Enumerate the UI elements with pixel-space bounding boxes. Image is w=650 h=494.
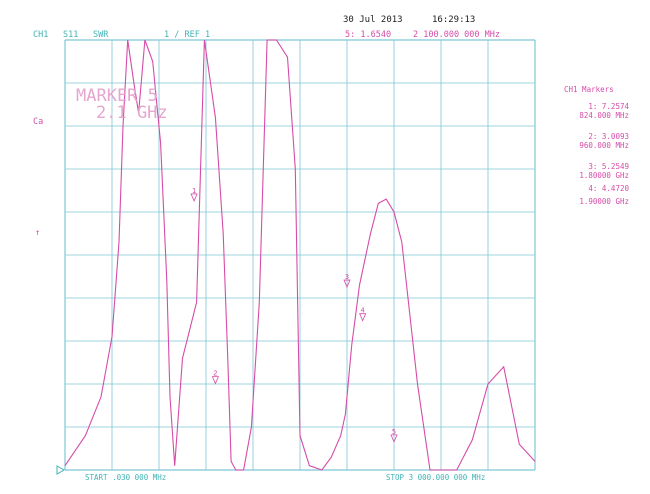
marker-1-value: 1: 7.2574 bbox=[588, 102, 629, 111]
s-param-label: S11 bbox=[63, 30, 79, 40]
marker-4-value: 4: 4.4720 bbox=[588, 184, 629, 193]
swr-trace bbox=[64, 39, 536, 471]
marker-flags: 1 2 3 4 5 bbox=[190, 187, 398, 443]
annotation-line-2: 2.1 GHz bbox=[96, 103, 168, 123]
marker-4-frequency: 1.90000 GHz bbox=[579, 197, 629, 206]
marker-3-entry: 3: 5.2549 1.80000 GHz bbox=[553, 162, 629, 180]
marker-3-flag bbox=[343, 279, 351, 289]
marker-1-frequency: 824.000 MHz bbox=[579, 111, 629, 120]
marker-panel-title: CH1 Markers bbox=[564, 85, 614, 94]
calibration-label: Ca bbox=[33, 117, 44, 127]
marker-1-label: 1 bbox=[192, 187, 196, 195]
marker-1-flag bbox=[190, 193, 198, 202]
marker-5-label: 5 bbox=[392, 428, 396, 436]
format-label: SWR bbox=[93, 30, 109, 40]
stop-frequency-label: STOP 3 000.000 000 MHz bbox=[386, 473, 486, 482]
marker-4-flag bbox=[359, 313, 367, 322]
marker-annotation: MARKER 5 2.1 GHz bbox=[76, 88, 168, 122]
marker-2-label: 2 bbox=[213, 370, 217, 378]
marker-3-value: 3: 5.2549 bbox=[588, 162, 629, 171]
marker-2-flag bbox=[211, 376, 220, 385]
active-marker-value: 5: 1.6540 bbox=[345, 30, 392, 40]
marker-panel: CH1 Markers 1: 7.2574 824.000 MHz 2: 3.0… bbox=[553, 85, 629, 206]
active-marker-frequency: 2 100.000 000 MHz bbox=[413, 30, 500, 40]
start-frequency-label: START .030 000 MHz bbox=[85, 473, 167, 482]
reference-triangle-icon bbox=[56, 465, 66, 475]
marker-2-frequency: 960.000 MHz bbox=[579, 141, 629, 150]
marker-2-value: 2: 3.0093 bbox=[588, 132, 629, 141]
marker-4-label: 4 bbox=[361, 307, 365, 315]
channel-label: CH1 bbox=[33, 30, 49, 40]
reference-arrow: ↑ bbox=[35, 228, 41, 238]
marker-3-label: 3 bbox=[345, 273, 349, 281]
marker-1-entry: 1: 7.2574 824.000 MHz bbox=[553, 102, 629, 120]
date-label: 30 Jul 2013 bbox=[343, 15, 403, 25]
marker-4-entry: 4: 4.4720 1.90000 GHz bbox=[553, 184, 629, 206]
marker-5-flag bbox=[390, 434, 398, 443]
marker-2-entry: 2: 3.0093 960.000 MHz bbox=[553, 132, 629, 150]
marker-3-frequency: 1.80000 GHz bbox=[579, 171, 629, 180]
scale-label: 1 / REF 1 bbox=[164, 30, 211, 40]
time-label: 16:29:13 bbox=[432, 15, 476, 25]
annotation-line-1: MARKER 5 bbox=[76, 86, 158, 106]
